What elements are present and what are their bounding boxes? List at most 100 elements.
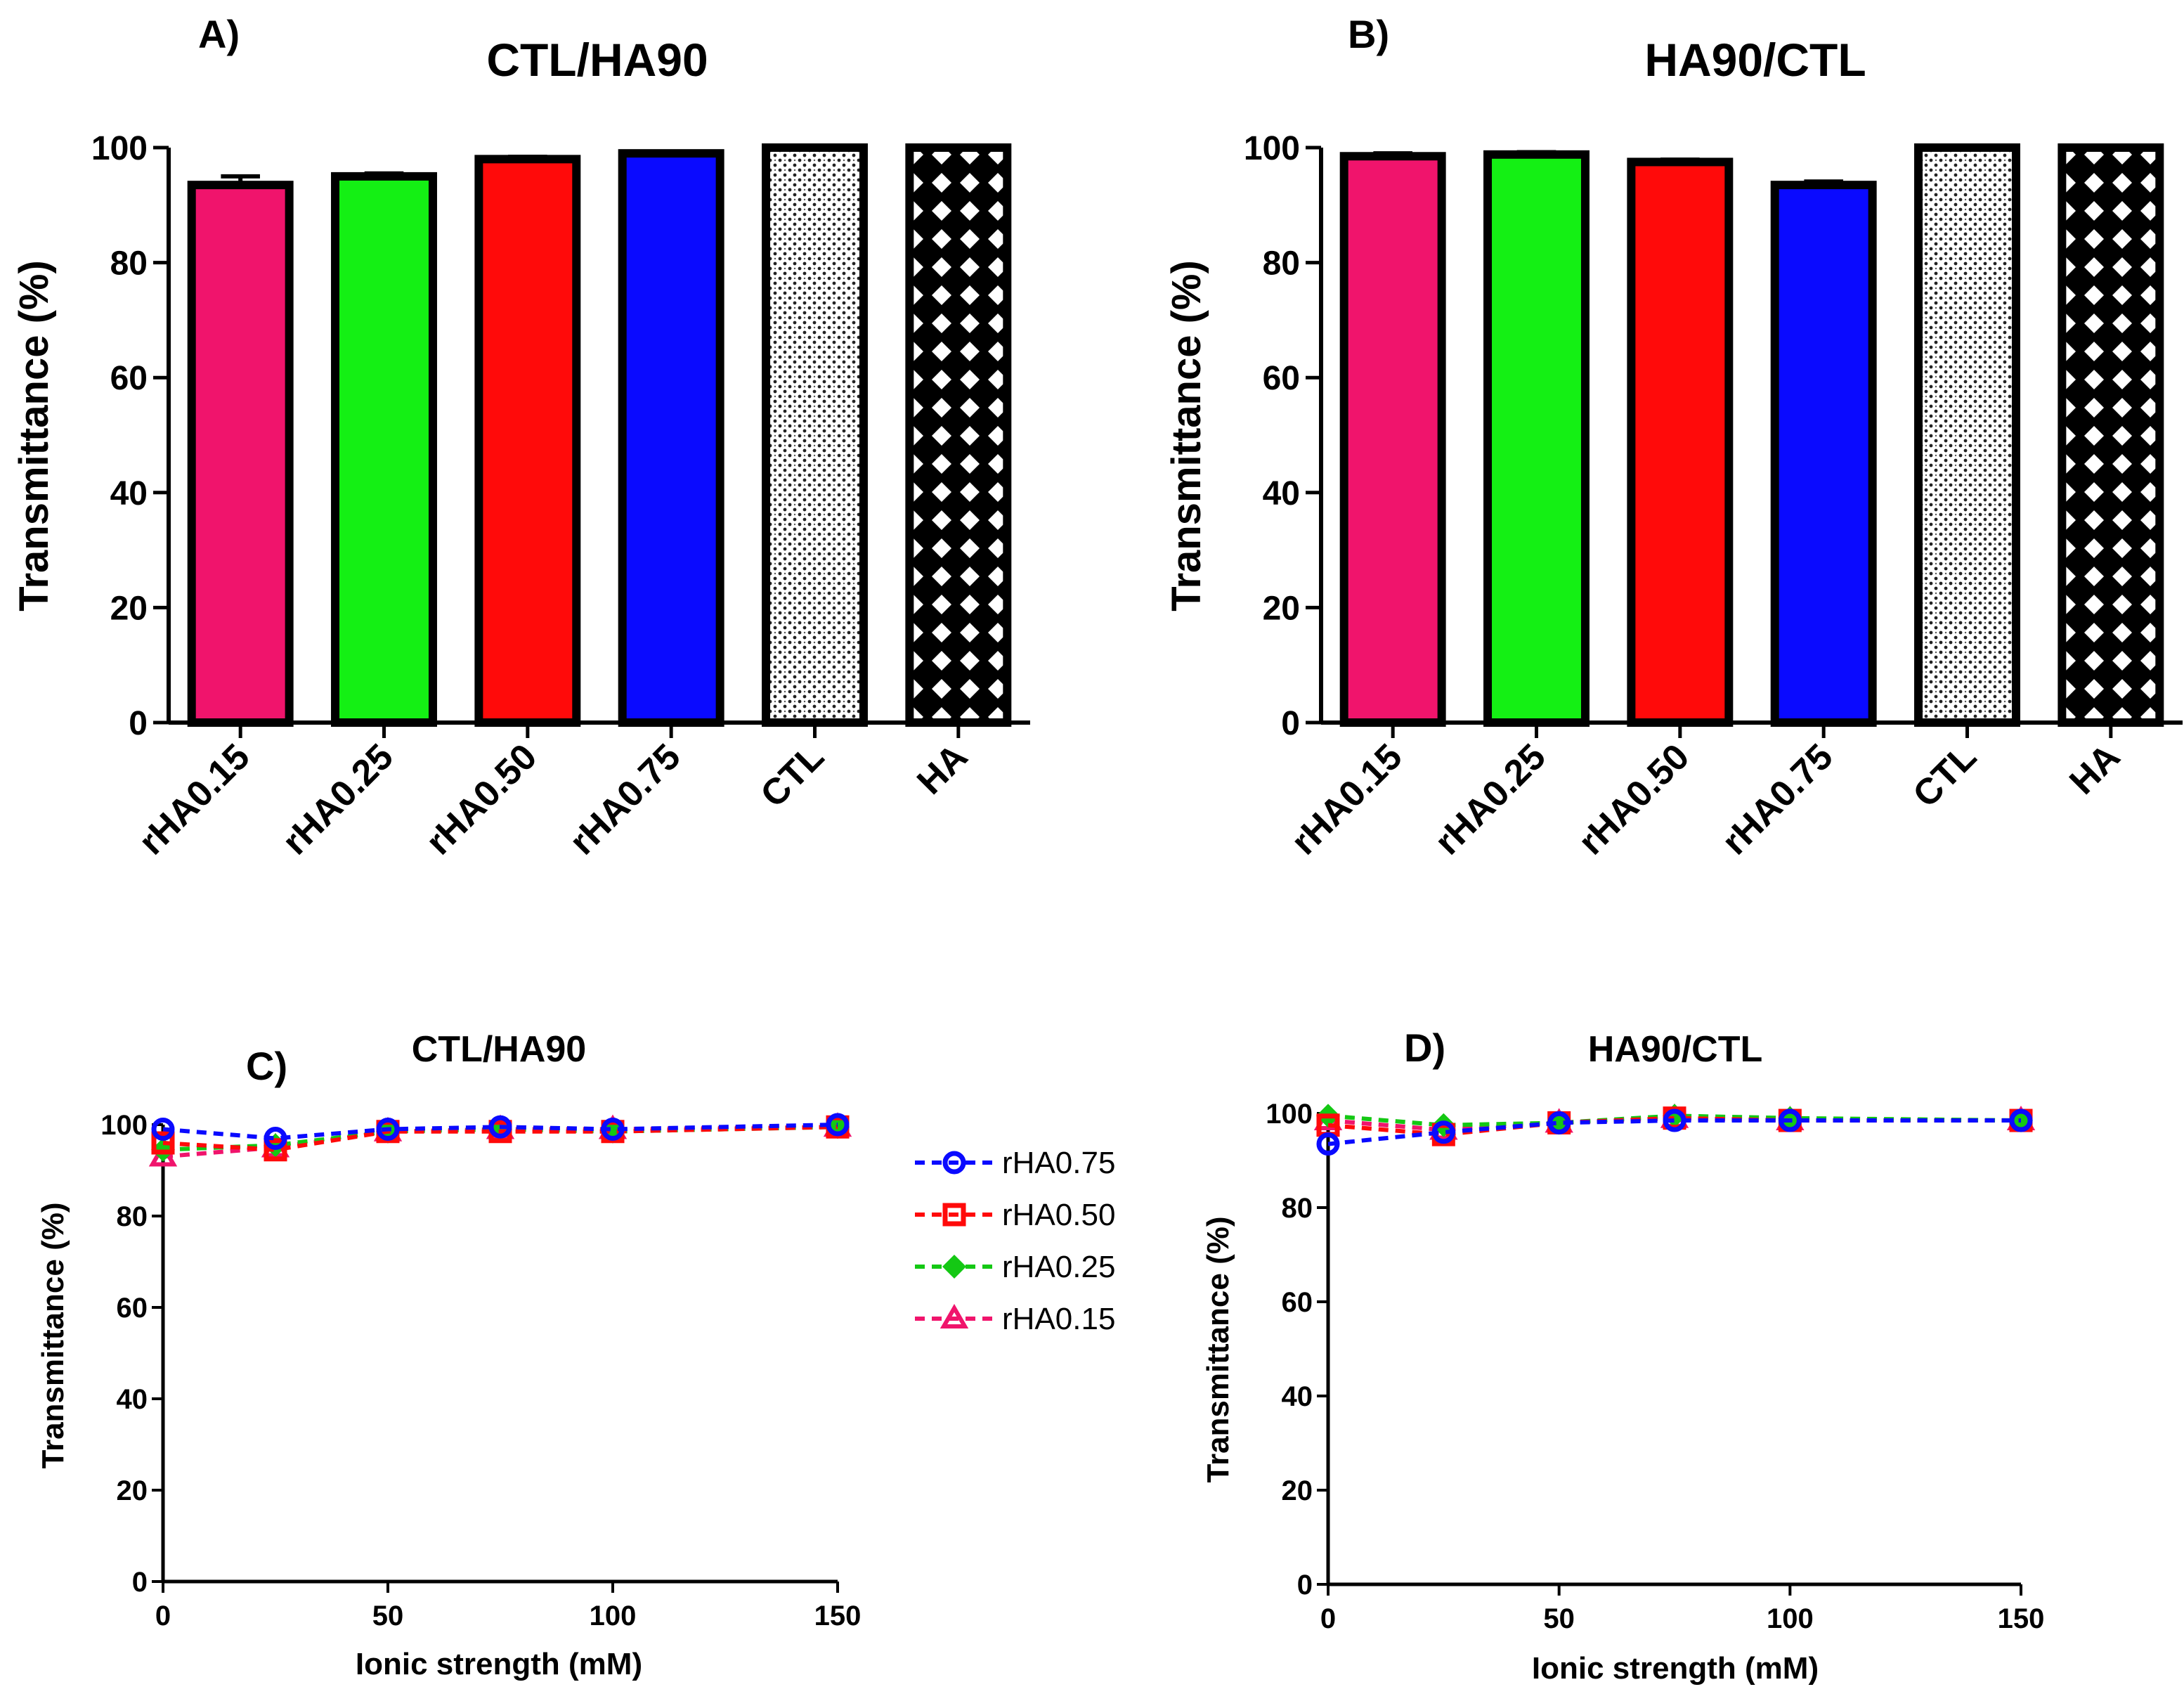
a-bar-rHA0.75 [618,149,724,727]
d-ytick-label: 20 [1282,1475,1313,1506]
a-bar-HA [905,143,1012,727]
a-xtick-label: rHA0.25 [275,736,401,862]
d-ytick-label: 80 [1282,1193,1313,1224]
c-legend-label-rHA0.25: rHA0.25 [1002,1250,1115,1284]
a-ytick-label: 100 [91,130,148,167]
c-ytick-label: 40 [117,1384,148,1415]
d-xtick-label: 150 [1998,1603,2045,1634]
c-legend-label-rHA0.75: rHA0.75 [1002,1146,1115,1180]
panel-c-plot: 0 20 40 60 80 100 0 50 100 150 rHA0.75 rHA0.50 rHA0.… [100,1110,1115,1631]
c-xtick-label: 50 [372,1601,404,1631]
b-ytick-label: 60 [1263,360,1300,397]
c-point-rHA0.75 [826,1113,850,1137]
b-xtick-label: CTL [1905,736,1984,815]
panel-c-title: CTL/HA90 [412,1029,586,1070]
c-legend-marker-rHA0.50 [942,1203,966,1227]
a-xtick-label: rHA0.50 [418,736,545,862]
panel-d-title: HA90/CTL [1588,1029,1762,1070]
a-xtick-label: HA [909,736,975,802]
c-xtick-label: 150 [814,1601,862,1631]
panel-a: A) CTL/HA90 Transmittance (%) rHA0.15 rHA… [11,12,1030,862]
a-ytick-label: 40 [110,475,148,512]
d-ytick-label: 0 [1297,1570,1313,1601]
c-legend-marker-rHA0.15 [940,1303,969,1328]
c-xtick-label: 100 [590,1601,637,1631]
a-ytick-label: 80 [110,245,148,283]
panel-c: C) CTL/HA90 Transmittance (%) Ionic stre… [36,1029,1115,1681]
c-line-rHA0.50 [162,1125,838,1152]
c-point-rHA0.75 [264,1127,287,1150]
d-point-rHA0.75 [1431,1120,1455,1144]
a-xtick-label: rHA0.75 [562,736,689,862]
a-ytick-label: 0 [129,705,148,742]
panel-a-plot: rHA0.15 rHA0.25 rHA0.50 rHA0.75 CTL HA 0 20 40 60… [91,130,1030,862]
b-ytick-label: 0 [1281,705,1300,742]
b-xtick-label: HA [2062,736,2128,802]
b-xtick-label: rHA0.15 [1284,736,1410,862]
c-point-rHA0.75 [601,1118,625,1141]
c-point-rHA0.75 [151,1118,175,1141]
a-xtick-label: rHA0.15 [131,736,258,862]
d-xtick-label: 100 [1767,1603,1814,1634]
d-point-rHA0.75 [2009,1108,2033,1132]
a-xtick-label: CTL [753,736,831,815]
b-ytick-label: 100 [1244,130,1300,167]
panel-c-xlabel: Ionic strength (mM) [356,1647,642,1681]
d-line-rHA0.75 [1327,1118,2021,1146]
panel-b-ylabel: Transmittance (%) [1164,260,1209,612]
panel-b-plot: rHA0.15 rHA0.25 rHA0.50 rHA0.75 CTL HA 0 20 40 60… [1244,130,2183,862]
panel-a-title: CTL/HA90 [486,34,708,86]
b-xtick-label: rHA0.75 [1715,736,1841,862]
c-ytick-label: 60 [117,1293,148,1324]
c-line-rHA0.25 [162,1125,838,1152]
b-bar-CTL [1914,143,2020,727]
d-ytick-label: 60 [1282,1287,1313,1318]
panel-d-plot: 0 20 40 60 80 100 0 50 100 150 [1266,1099,2044,1634]
c-point-rHA0.50 [151,1131,175,1155]
d-point-rHA0.75 [1663,1108,1686,1132]
panel-c-label: C) [246,1044,287,1088]
d-ytick-label: 100 [1266,1099,1313,1130]
c-ytick-label: 0 [132,1567,148,1598]
b-bar-HA [2058,143,2164,727]
d-point-rHA0.75 [1547,1111,1571,1134]
a-bar-rHA0.25 [331,172,437,727]
panel-d-ylabel: Transmittance (%) [1201,1217,1235,1483]
panel-b: B) HA90/CTL Transmittance (%) rHA0.15 rHA… [1164,12,2183,862]
b-ytick-label: 20 [1263,590,1300,627]
b-bar-rHA0.25 [1483,150,1590,728]
b-ytick-label: 80 [1263,245,1300,283]
d-xtick-label: 50 [1543,1603,1575,1634]
d-xtick-label: 0 [1320,1603,1336,1634]
panel-b-title: HA90/CTL [1644,34,1866,86]
a-bar-rHA0.15 [187,181,294,728]
b-xtick-label: rHA0.25 [1427,736,1554,862]
b-ytick-label: 40 [1263,475,1300,512]
d-point-rHA0.75 [1316,1132,1340,1156]
b-xtick-label: rHA0.50 [1571,736,1697,862]
panel-a-label: A) [198,12,240,56]
a-bar-CTL [762,143,868,727]
b-bar-rHA0.50 [1627,157,1734,727]
panel-d-label: D) [1404,1026,1445,1070]
d-ytick-label: 40 [1282,1381,1313,1412]
panel-d-xlabel: Ionic strength (mM) [1532,1651,1819,1686]
c-point-rHA0.75 [376,1118,400,1141]
a-ytick-label: 20 [110,590,148,627]
panel-c-ylabel: Transmittance (%) [36,1203,70,1469]
a-bar-rHA0.50 [474,155,581,728]
a-ytick-label: 60 [110,360,148,397]
c-legend-label-rHA0.50: rHA0.50 [1002,1198,1115,1232]
c-point-rHA0.75 [488,1115,512,1139]
b-bar-rHA0.15 [1339,152,1446,727]
c-legend-label-rHA0.15: rHA0.15 [1002,1302,1115,1336]
c-ytick-label: 20 [117,1475,148,1506]
panel-a-ylabel: Transmittance (%) [11,260,57,612]
d-point-rHA0.75 [1778,1108,1802,1132]
c-legend-marker-rHA0.75 [942,1151,966,1175]
panel-d: D) HA90/CTL Transmittance (%) Ionic stre… [1201,1026,2044,1686]
panel-b-label: B) [1348,12,1389,56]
c-point-rHA0.50 [264,1138,287,1162]
c-xtick-label: 0 [155,1601,171,1631]
